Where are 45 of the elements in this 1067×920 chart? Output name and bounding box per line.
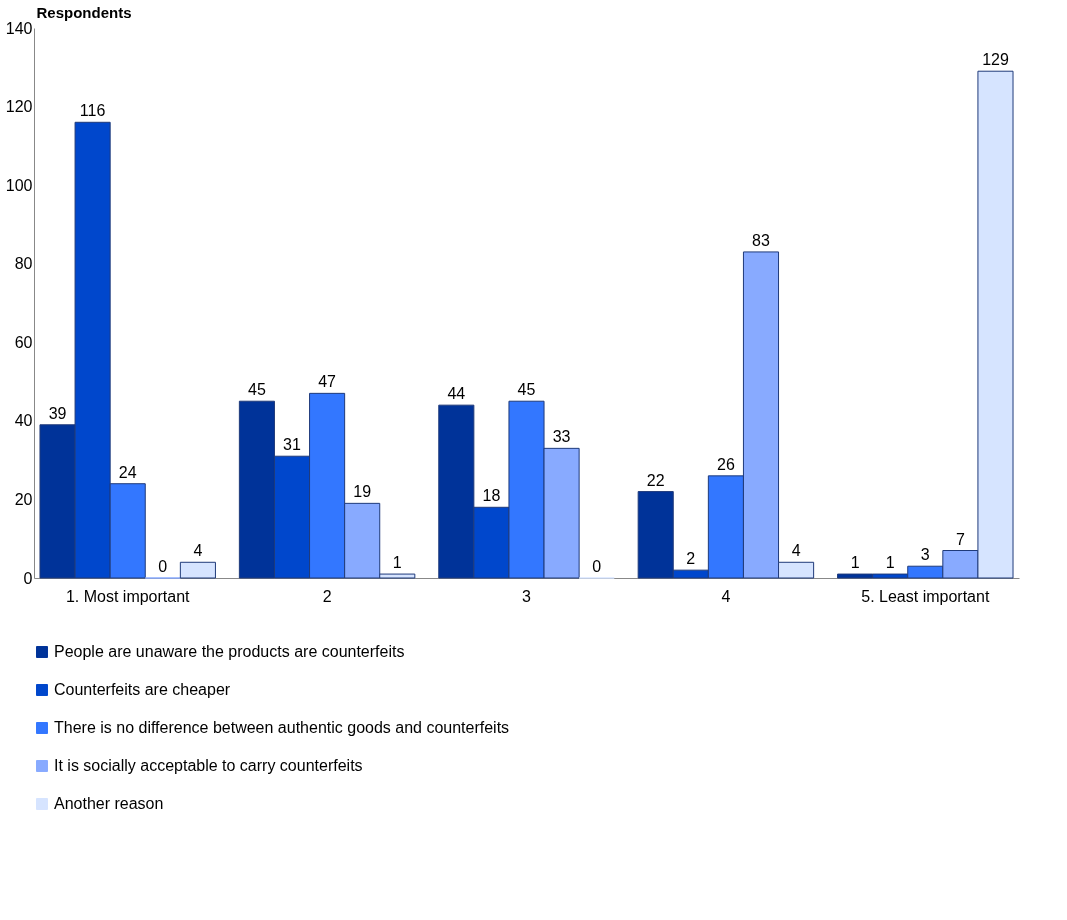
legend-label: Another reason [54,795,164,812]
y-tick-label: 0 [23,569,33,587]
legend-label: People are unaware the products are counterfeits [54,643,405,660]
data-label: 47 [318,373,337,391]
x-tick-label: 1. Most important [65,587,191,605]
data-label: 33 [552,428,571,446]
data-label: 39 [48,404,67,422]
data-label: 7 [955,530,965,548]
legend-label: There is no difference between authentic goods and counterfeits [54,719,510,736]
data-label: 45 [517,381,536,399]
data-label: 1 [850,554,860,572]
x-tick-label: 3 [522,587,532,605]
bar [179,561,216,579]
x-tick-label: 5. Least important [861,587,990,605]
data-label: 4 [193,542,203,560]
data-label: 83 [752,231,770,249]
y-tick-label: 40 [14,412,33,430]
y-axis-title: Respondents [36,3,132,21]
y-tick-label: 100 [5,176,33,194]
data-label: 26 [716,455,735,473]
legend-label: It is socially acceptable to carry counterfeits [54,757,363,774]
x-tick-label: 2 [322,587,332,605]
data-label: 44 [447,385,466,403]
data-label: 24 [118,463,137,481]
data-label: 22 [646,471,665,489]
y-tick-label: 60 [14,333,33,351]
data-label: 19 [353,483,372,501]
x-tick-label: 4 [721,587,731,605]
legend-label: Counterfeits are cheaper [54,681,231,698]
data-label: 1 [392,554,402,572]
data-label: 0 [592,558,602,575]
data-label: 18 [482,487,501,505]
data-label: 4 [791,542,801,560]
y-tick-label: 20 [14,490,33,508]
data-label: 2 [686,550,696,568]
data-label: 0 [158,558,168,575]
y-tick-label: 120 [5,98,33,116]
data-label: 3 [920,546,930,564]
data-label: 1 [885,554,895,572]
data-label: 129 [982,51,1009,69]
data-label: 116 [79,102,106,120]
y-tick-label: 80 [14,255,33,273]
y-tick-label: 140 [5,19,33,37]
data-label: 31 [283,436,302,454]
data-label: 45 [248,381,266,399]
